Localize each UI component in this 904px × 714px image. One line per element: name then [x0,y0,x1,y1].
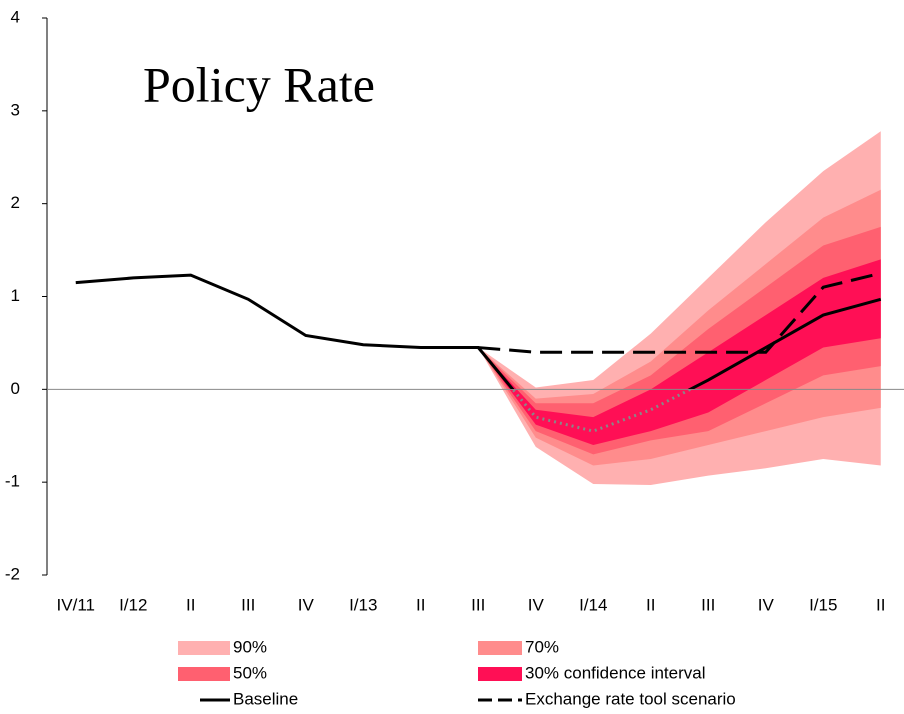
x-tick-label: IV [298,595,315,614]
y-tick-label: 4 [11,7,20,26]
y-tick-label: 1 [11,286,20,305]
x-tick-label: IV [528,595,545,614]
x-tick-label: II [416,595,425,614]
legend-label: 70% [525,637,559,656]
x-tick-label: I/15 [809,595,837,614]
y-tick-label: -1 [5,472,20,491]
legend-label: 50% [233,663,267,682]
legend-label: Exchange rate tool scenario [525,689,736,708]
legend-label: 30% confidence interval [525,663,706,682]
fan-band [478,189,881,466]
x-tick-label: IV/11 [57,595,95,614]
y-tick-label: -2 [5,564,20,583]
x-tick-label: III [701,595,715,614]
legend-swatch [178,667,230,681]
fan-band [478,226,881,455]
legend-swatch [478,641,522,655]
chart-title: Policy Rate [143,56,375,112]
y-tick-label: 3 [11,100,20,119]
y-tick-label: 0 [11,379,20,398]
x-tick-label: II [186,595,195,614]
x-tick-label: III [471,595,485,614]
x-tick-label: I/12 [119,595,147,614]
x-tick-label: I/13 [349,595,377,614]
x-tick-label: IV [758,595,775,614]
legend-swatch [478,667,522,681]
x-tick-label: II [646,595,655,614]
legend-label: Baseline [233,689,298,708]
legend-label: 90% [233,637,267,656]
x-tick-label: I/14 [579,595,607,614]
y-tick-label: 2 [11,193,20,212]
legend-swatch [178,641,230,655]
x-tick-label: II [876,595,885,614]
scenario-line [478,271,882,354]
fan-band [478,259,881,446]
x-tick-label: III [241,595,255,614]
